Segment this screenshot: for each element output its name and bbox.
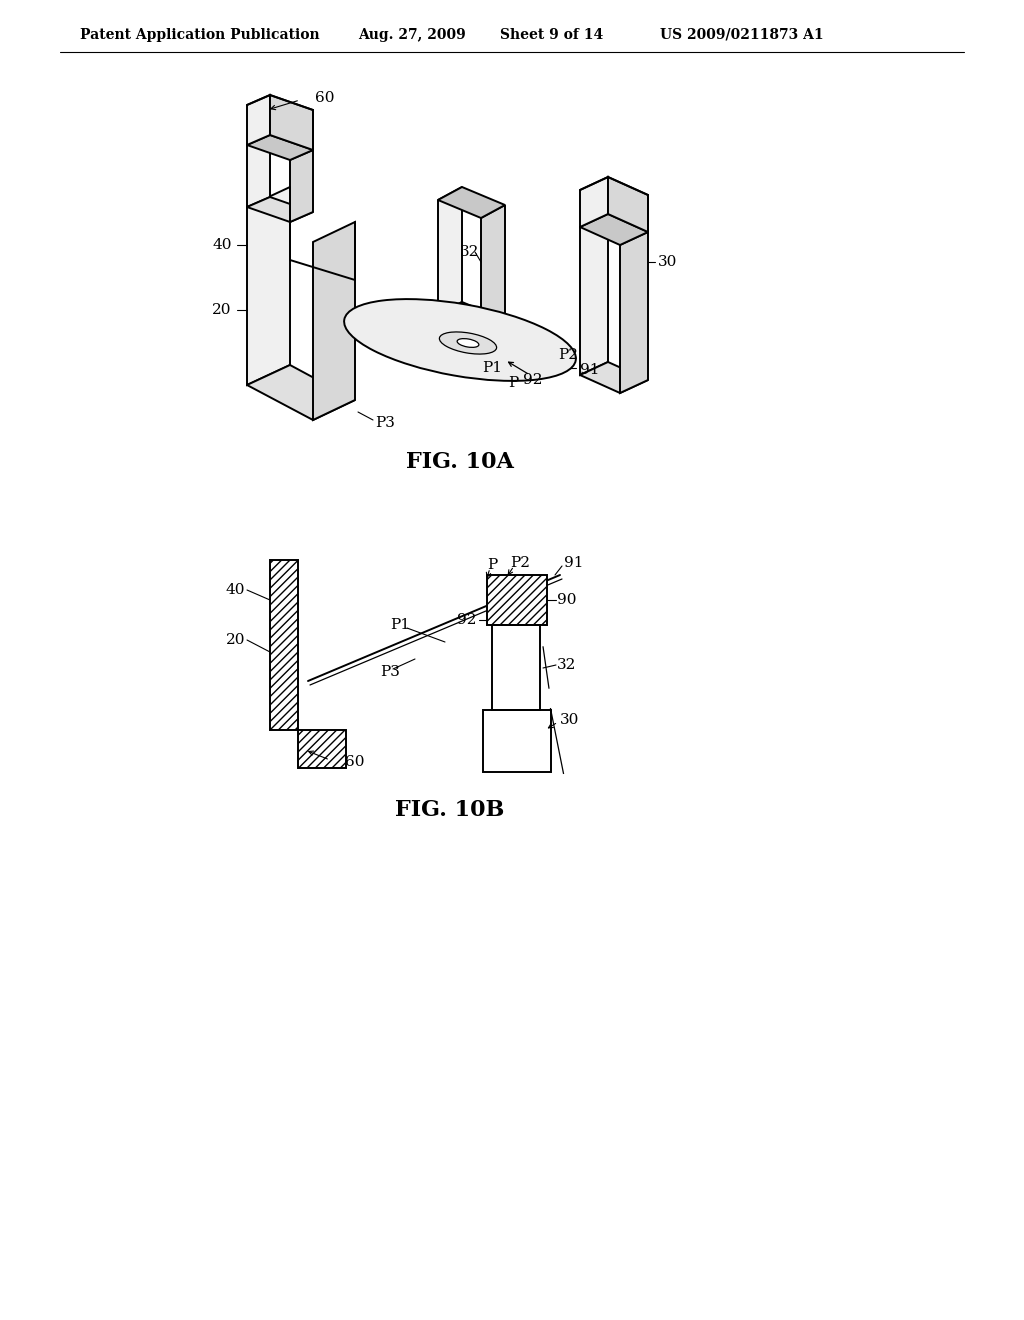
Polygon shape bbox=[438, 187, 462, 315]
Polygon shape bbox=[247, 197, 313, 222]
Text: 40: 40 bbox=[212, 238, 231, 252]
Polygon shape bbox=[290, 150, 313, 222]
Text: P: P bbox=[508, 376, 518, 389]
Polygon shape bbox=[270, 560, 298, 730]
Text: P3: P3 bbox=[375, 416, 395, 430]
Text: 91: 91 bbox=[580, 363, 599, 378]
Text: 20: 20 bbox=[225, 634, 245, 647]
Text: 32: 32 bbox=[460, 246, 479, 259]
Text: Patent Application Publication: Patent Application Publication bbox=[80, 28, 319, 42]
Text: 30: 30 bbox=[560, 713, 580, 727]
Text: 92: 92 bbox=[458, 612, 477, 627]
Text: Aug. 27, 2009: Aug. 27, 2009 bbox=[358, 28, 466, 42]
Ellipse shape bbox=[344, 300, 575, 381]
Text: 60: 60 bbox=[315, 91, 335, 106]
Text: 40: 40 bbox=[225, 583, 245, 597]
Text: P2: P2 bbox=[510, 556, 530, 570]
Text: P1: P1 bbox=[482, 360, 502, 375]
Ellipse shape bbox=[457, 339, 479, 347]
Polygon shape bbox=[270, 95, 313, 150]
Text: P3: P3 bbox=[380, 665, 400, 678]
Polygon shape bbox=[298, 730, 346, 768]
Text: 90: 90 bbox=[557, 593, 577, 607]
Text: US 2009/0211873 A1: US 2009/0211873 A1 bbox=[660, 28, 823, 42]
Polygon shape bbox=[247, 95, 270, 145]
Polygon shape bbox=[487, 576, 547, 624]
Ellipse shape bbox=[439, 331, 497, 354]
Polygon shape bbox=[438, 302, 505, 333]
Text: 92: 92 bbox=[523, 374, 543, 387]
Text: P2: P2 bbox=[558, 348, 578, 362]
Polygon shape bbox=[608, 177, 648, 232]
Polygon shape bbox=[438, 187, 505, 218]
Text: FIG. 10B: FIG. 10B bbox=[395, 799, 505, 821]
Polygon shape bbox=[247, 366, 355, 420]
Polygon shape bbox=[247, 135, 313, 160]
Text: 30: 30 bbox=[658, 255, 677, 269]
Text: FIG. 10A: FIG. 10A bbox=[407, 451, 514, 473]
Text: 20: 20 bbox=[212, 304, 231, 317]
Polygon shape bbox=[580, 177, 608, 227]
Polygon shape bbox=[580, 214, 608, 375]
Polygon shape bbox=[247, 135, 270, 207]
Text: 91: 91 bbox=[564, 556, 584, 570]
Polygon shape bbox=[313, 222, 355, 420]
Text: 32: 32 bbox=[557, 657, 577, 672]
Text: P: P bbox=[487, 558, 498, 572]
Polygon shape bbox=[620, 232, 648, 393]
Text: P1: P1 bbox=[390, 618, 410, 632]
Polygon shape bbox=[580, 362, 648, 393]
Text: Sheet 9 of 14: Sheet 9 of 14 bbox=[500, 28, 603, 42]
Text: 60: 60 bbox=[345, 755, 365, 770]
Polygon shape bbox=[481, 205, 505, 333]
Polygon shape bbox=[580, 214, 648, 246]
Polygon shape bbox=[247, 187, 290, 385]
